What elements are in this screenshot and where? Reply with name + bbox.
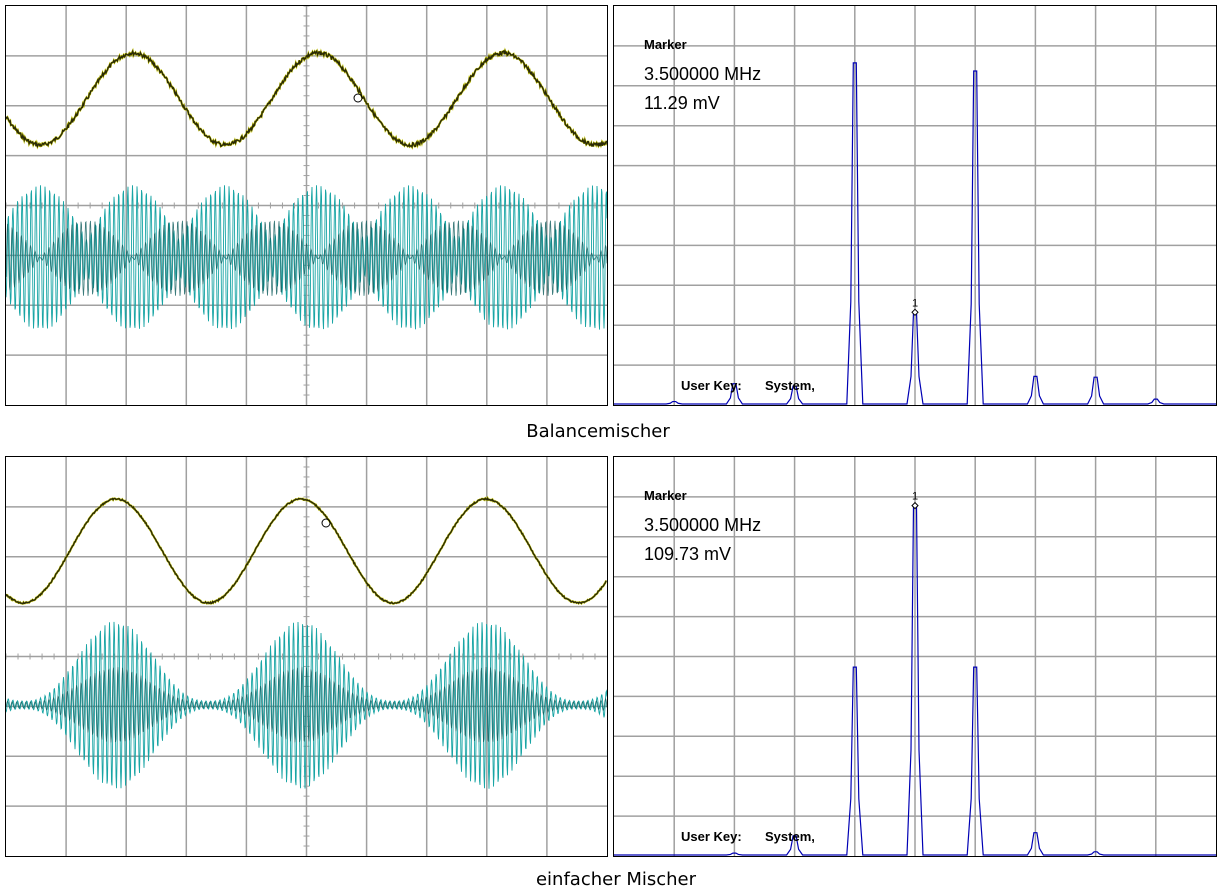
marker-frequency: 3.500000 MHz	[644, 64, 762, 84]
marker-diamond	[911, 308, 919, 317]
marker-number: 1	[912, 491, 918, 503]
spectrum-plot: 1	[614, 6, 1216, 405]
scope-plot	[6, 6, 607, 405]
user-key-label: User Key:	[681, 829, 742, 844]
marker-diamond	[911, 501, 919, 510]
mixer-inner-trace	[6, 220, 607, 296]
marker-level: 109.73 mV	[644, 544, 732, 564]
cursor-marker	[321, 518, 331, 528]
spectrum-panel-top: 1 Marker 3.500000 MHz 11.29 mV User Key:…	[613, 5, 1217, 406]
mixer-output-trace	[6, 621, 607, 789]
sine-trace	[6, 496, 607, 605]
marker-number: 1	[912, 297, 918, 309]
sine-trace	[6, 48, 607, 149]
scope-panel-bottom	[5, 456, 608, 857]
marker-frequency: 3.500000 MHz	[644, 515, 762, 535]
cursor-marker	[353, 93, 363, 103]
spectrum-panel-bottom: 1 Marker 3.500000 MHz 109.73 mV User Key…	[613, 456, 1217, 857]
user-key-label: User Key:	[681, 378, 742, 393]
spectrum-plot: 1	[614, 457, 1216, 856]
marker-level: 11.29 mV	[644, 93, 720, 113]
user-key-value: System,	[765, 378, 815, 393]
mixer-output-trace	[6, 185, 607, 330]
scope-panel-top	[5, 5, 608, 406]
marker-label: Marker	[644, 488, 687, 503]
caption-balancemischer: Balancemischer	[526, 421, 670, 442]
caption-einfacher-mischer: einfacher Mischer	[535, 869, 697, 890]
marker-label: Marker	[644, 37, 687, 52]
user-key-value: System,	[765, 829, 815, 844]
mixer-inner-trace	[6, 666, 607, 743]
scope-plot	[6, 457, 607, 856]
